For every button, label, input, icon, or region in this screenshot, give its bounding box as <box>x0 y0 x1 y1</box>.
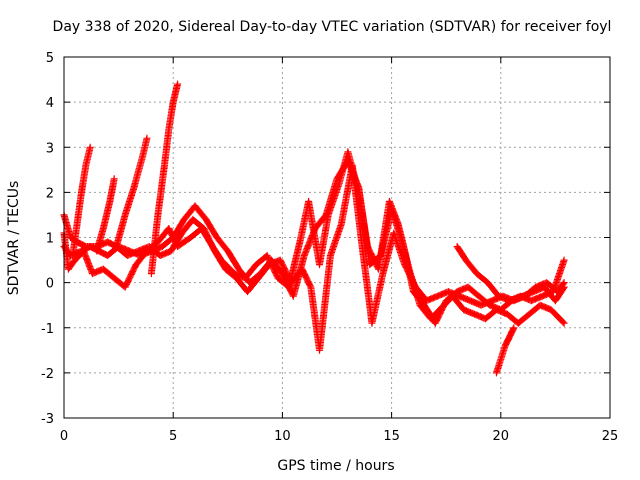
x-tick-label: 5 <box>169 429 177 444</box>
x-tick-label: 10 <box>274 429 291 444</box>
series-dip-late <box>492 324 518 377</box>
y-tick-label: 0 <box>46 277 54 292</box>
series-markers <box>453 243 568 305</box>
y-tick-label: 1 <box>46 232 54 247</box>
y-tick-label: 4 <box>46 96 54 111</box>
x-axis-label: GPS time / hours <box>277 458 394 474</box>
x-tick-label: 15 <box>383 429 400 444</box>
series-group <box>60 80 568 377</box>
series-steep-2 <box>93 175 118 255</box>
tick-labels: 0 5 10 15 20 25 -3 -2 -1 0 1 2 3 4 5 <box>41 51 618 444</box>
series-steep-1 <box>69 143 94 259</box>
series-evening-arc <box>453 243 568 305</box>
plot-frame <box>63 56 611 419</box>
y-tick-label: 3 <box>46 141 54 156</box>
y-axis-label: SDTVAR / TECUs <box>6 181 22 296</box>
y-tick-label: 5 <box>46 51 54 66</box>
series-track-c <box>60 161 568 354</box>
y-tick-label: -2 <box>41 367 54 382</box>
series-steep-3 <box>112 134 151 250</box>
y-tick-label: -1 <box>41 322 54 337</box>
series-markers <box>93 175 118 255</box>
x-tick-label: 25 <box>602 429 619 444</box>
series-steep-4 <box>147 80 182 278</box>
chart-title: Day 338 of 2020, Sidereal Day-to-day VTE… <box>53 19 612 35</box>
series-markers <box>112 134 151 250</box>
x-tick-label: 20 <box>493 429 510 444</box>
x-tick-label: 0 <box>60 429 68 444</box>
series-markers <box>147 80 182 278</box>
y-tick-label: -3 <box>41 412 54 427</box>
y-tick-label: 2 <box>46 186 54 201</box>
series-markers <box>492 324 518 377</box>
series-markers <box>60 161 568 354</box>
series-markers <box>69 143 94 259</box>
